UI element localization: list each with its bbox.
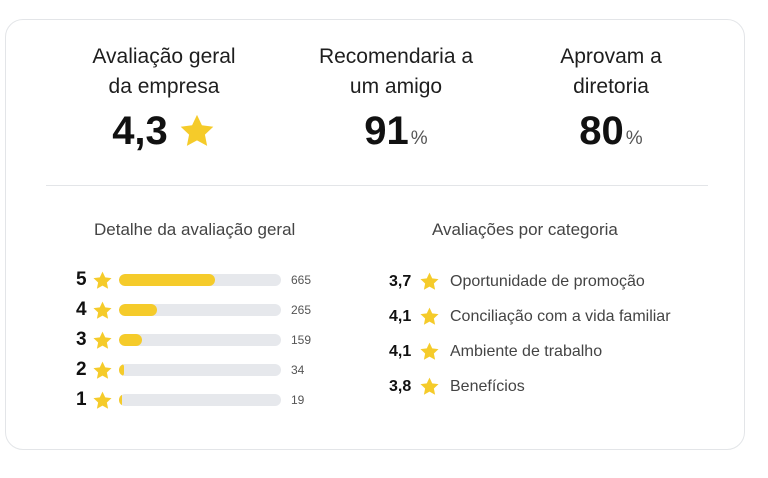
recommend-rate-value: 91 [364,109,409,153]
rating-bar [119,274,281,286]
category-ratings: 3,7 Oportunidade de promoção 4,1 Conciliaçã… [389,264,671,404]
review-count: 34 [291,363,305,377]
star-icon [420,307,439,325]
category-name: Conciliação com a vida familiar [450,307,671,325]
star-icon [93,331,112,349]
star-icon [93,361,112,379]
rating-bar [119,364,281,376]
category-score: 4,1 [389,307,412,325]
rating-star-count: 4 [76,299,87,320]
categories-title: Avaliações por categoria [432,220,618,239]
star-icon [420,377,439,395]
divider [46,185,708,186]
review-count: 19 [291,393,305,407]
review-count: 265 [291,303,312,317]
recommend-rate-value-wrap: 91% [296,108,496,162]
rating-bar-fill [119,394,123,406]
star-icon [93,301,112,319]
overall-rating: Avaliação geral da empresa 4,3 [64,42,264,154]
rating-bar-fill [119,274,215,286]
approve-rate-value: 80 [579,109,624,153]
recommend-rate-label: Recomendaria a um amigo [318,45,474,98]
rating-star-count: 3 [76,329,87,350]
distribution-title: Detalhe da avaliação geral [94,220,296,239]
approve-rate: Aprovam a diretoria 80% [511,42,711,162]
rating-bar [119,334,281,346]
star-icon [420,342,439,360]
ratings-card: Avaliação geral da empresa 4,3 Recomenda… [5,19,745,450]
rating-bar-fill [119,364,124,376]
rating-star-count: 2 [76,359,87,380]
star-icon [420,272,439,290]
overall-rating-value: 4,3 [112,109,168,153]
rating-row[interactable]: 2 34 [76,355,311,385]
percent-sign: % [625,128,643,149]
overall-rating-value-wrap: 4,3 [64,108,264,154]
category-row: 3,8 Benefícios [389,369,671,404]
percent-sign: % [410,128,428,149]
star-icon [93,271,112,289]
overall-rating-label: Avaliação geral da empresa [92,45,236,98]
category-score: 4,1 [389,342,412,360]
category-row: 4,1 Ambiente de trabalho [389,334,671,369]
rating-star-count: 1 [76,389,87,410]
rating-bar-fill [119,304,158,316]
rating-row[interactable]: 3 159 [76,325,311,355]
star-icon [180,114,214,146]
review-count: 665 [291,273,312,287]
rating-row[interactable]: 5 665 [76,265,311,295]
rating-star-count: 5 [76,269,87,290]
approve-rate-label: Aprovam a diretoria [560,45,662,98]
category-name: Benefícios [450,377,525,395]
category-row: 3,7 Oportunidade de promoção [389,264,671,299]
approve-rate-value-wrap: 80% [511,108,711,162]
category-score: 3,8 [389,377,412,395]
category-score: 3,7 [389,272,412,290]
star-icon [93,391,112,409]
review-count: 159 [291,333,312,347]
category-row: 4,1 Conciliação com a vida familiar [389,299,671,334]
rating-distribution: 5 665 4 265 3 159 2 34 1 19 [76,265,311,415]
rating-row[interactable]: 1 19 [76,385,311,415]
category-name: Oportunidade de promoção [450,272,645,290]
rating-bar [119,394,281,406]
rating-bar [119,304,281,316]
ratings-summary: Avaliação geral da empresa 4,3 Recomenda… [6,20,744,185]
rating-row[interactable]: 4 265 [76,295,311,325]
category-name: Ambiente de trabalho [450,342,603,360]
rating-bar-fill [119,334,142,346]
recommend-rate: Recomendaria a um amigo 91% [296,42,496,162]
